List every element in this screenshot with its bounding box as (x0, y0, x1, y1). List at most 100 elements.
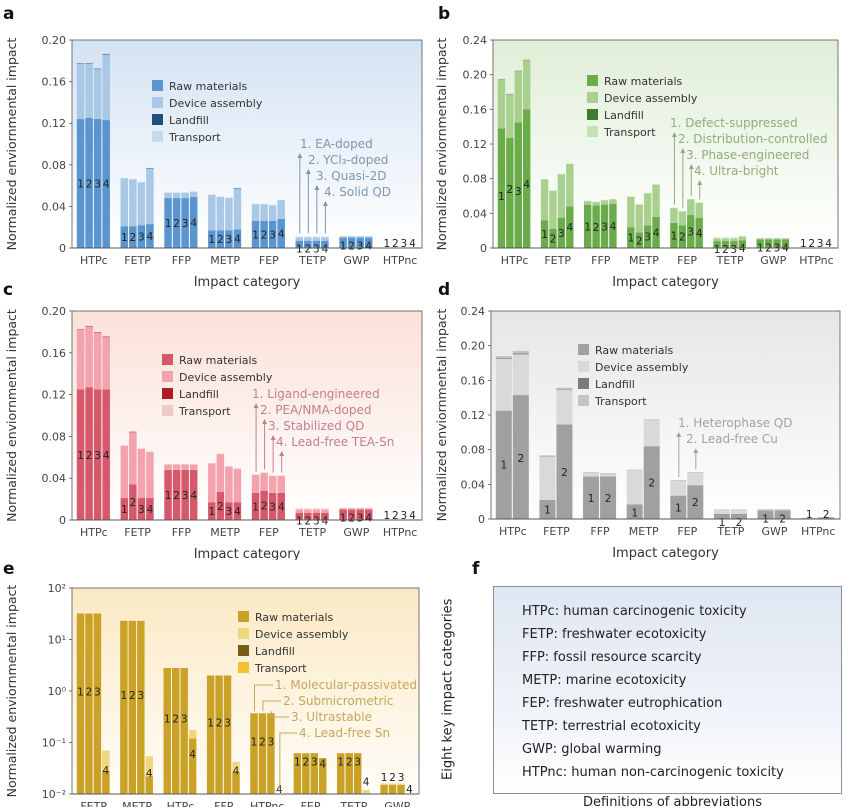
bar-segment-landfill (85, 63, 93, 64)
bar-number-label: 1 (340, 513, 347, 525)
bar-segment-device-assembly (304, 510, 312, 513)
annotation-label: 3. Phase-engineered (686, 148, 809, 162)
bar-segment-transport (304, 237, 312, 238)
bar-segment-device-assembly (173, 193, 181, 198)
bar-segment-transport (687, 472, 703, 473)
bar-segment-device-assembly (627, 197, 634, 227)
bar-segment-transport (321, 509, 329, 510)
bar-segment-device-assembly (102, 337, 110, 389)
y-tick-label: 0.16 (463, 103, 488, 116)
legend-swatch-device-assembly (238, 628, 249, 639)
definition-item: TETP: terrestrial ecotoxicity (522, 719, 701, 734)
bar-segment-device-assembly (296, 510, 304, 513)
bar-segment-device-assembly (208, 195, 216, 230)
bar-segment-device-assembly (181, 193, 189, 198)
bar-segment-device-assembly (583, 473, 599, 476)
bar-segment-device-assembly (782, 238, 789, 239)
annotation-label: 2. PEA/NMA-doped (260, 403, 372, 417)
legend-swatch-landfill (587, 109, 598, 120)
bar-segment-device-assembly (356, 237, 364, 238)
bar-segment-raw-materials (137, 621, 144, 794)
bar-segment-transport (644, 419, 660, 420)
bar-number-label: 2 (605, 493, 612, 505)
bar-segment-device-assembly (498, 80, 505, 129)
legend-swatch-device-assembly (152, 97, 163, 108)
bar-segment-raw-materials (250, 713, 257, 794)
bar-segment-transport (77, 63, 85, 64)
legend-label: Landfill (595, 378, 635, 391)
bar-number-label: 3 (269, 229, 276, 241)
bar-segment-device-assembly (739, 237, 746, 240)
legend-label: Landfill (169, 114, 209, 127)
bar-segment-device-assembly (260, 473, 268, 491)
bar-segment-transport (313, 509, 321, 510)
y-tick-label: 0.16 (42, 347, 67, 360)
bar-number-label: 2 (302, 756, 309, 768)
bar-number-label: 2 (129, 690, 136, 702)
x-tick-label: FFP (590, 525, 610, 538)
bar-segment-device-assembly (722, 238, 729, 241)
bar-segment-transport (234, 468, 242, 469)
bar-number-label: 3 (644, 232, 651, 244)
bar-number-label: 4 (147, 504, 154, 516)
x-tick-label: HTPnc (383, 526, 417, 539)
bar-segment-raw-materials (172, 668, 179, 794)
x-tick-label: HTPnc (250, 800, 284, 807)
bar-number-label: 1 (671, 230, 678, 242)
legend-swatch-landfill (162, 388, 173, 399)
x-tick-label: METP (629, 254, 659, 267)
bar-segment-device-assembly (225, 198, 233, 230)
y-tick-label: 0.16 (42, 76, 67, 89)
bar-segment-transport (94, 332, 102, 333)
bar-number-label: 3 (181, 714, 188, 726)
bar-number-label: 1 (208, 506, 215, 518)
bar-segment-transport (217, 454, 225, 455)
annotation-label: 2. Lead-free Cu (686, 432, 778, 446)
legend-label: Raw materials (255, 611, 334, 624)
definition-item: FEP: freshwater eutrophication (522, 696, 722, 711)
bar-segment-transport (102, 54, 110, 55)
bar-segment-transport (225, 198, 233, 199)
bar-number-label: 3 (137, 690, 144, 702)
x-tick-label: FETP (124, 254, 151, 267)
bar-number-label: 2 (507, 184, 514, 196)
legend-swatch-transport (587, 126, 598, 137)
bar-segment-device-assembly (164, 193, 172, 198)
x-tick-label: FEP (259, 254, 279, 267)
bar-segment-device-assembly (652, 185, 659, 217)
annotation-label: 3. Ultrastable (291, 710, 372, 724)
bar-segment-raw-materials (224, 675, 231, 794)
bar-number-label: 3 (687, 227, 694, 239)
annotation-label: 1. Molecular-passivated (275, 678, 417, 692)
bar-number-label: 3 (398, 772, 405, 784)
y-tick-label: 0 (480, 242, 487, 255)
bar-segment-device-assembly (362, 790, 369, 794)
bar-segment-device-assembly (515, 71, 522, 122)
bar-segment-transport (164, 192, 172, 193)
bar-segment-transport (121, 178, 129, 179)
y-tick-label: 10² (48, 582, 66, 595)
bar-number-label: 3 (515, 186, 522, 198)
y-tick-label: 0.16 (461, 374, 486, 387)
y-tick-label: 0.12 (42, 117, 67, 130)
bar-number-label: 1 (294, 756, 301, 768)
bar-segment-raw-materials (94, 613, 101, 794)
bar-number-label: 2 (561, 467, 568, 479)
x-tick-label: HTPnc (799, 254, 833, 267)
bar-segment-transport (722, 238, 729, 239)
legend-swatch-landfill (152, 114, 163, 125)
bar-number-label: 3 (357, 241, 364, 253)
bar-number-label: 1 (544, 504, 551, 516)
bar-number-label: 1 (296, 244, 303, 256)
annotation-label: 4. Lead-free Sn (299, 726, 390, 740)
y-tick-label: 0.08 (461, 444, 486, 457)
bar-segment-device-assembly (731, 510, 747, 513)
annotation-label: 1. Ligand-engineered (252, 387, 380, 401)
x-tick-label: FETP (124, 526, 151, 539)
bar-number-label: 2 (173, 218, 180, 230)
y-tick-label: 0.12 (461, 409, 486, 422)
definitions-x-label: Definitions of abbreviations (583, 795, 762, 810)
bar-number-label: 4 (190, 218, 197, 230)
bar-number-label: 2 (261, 229, 268, 241)
bar-segment-device-assembly (85, 327, 93, 388)
